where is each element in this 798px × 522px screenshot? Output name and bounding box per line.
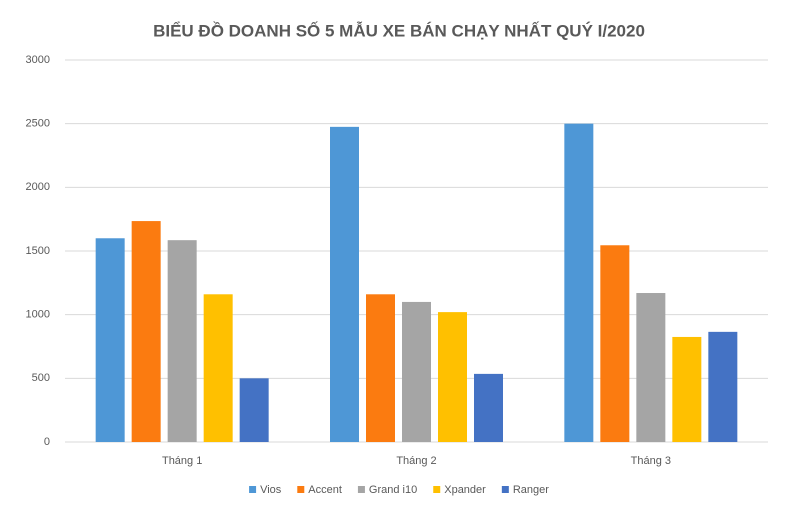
bar [708, 331, 738, 442]
y-tick-label: 2000 [26, 181, 50, 193]
bar [402, 301, 431, 442]
bar [564, 123, 594, 443]
legend-label: Grand i10 [369, 484, 417, 496]
y-tick-label: 2500 [26, 118, 50, 130]
y-tick-label: 1500 [26, 245, 50, 257]
x-tick-label: Tháng 2 [396, 455, 436, 467]
legend-swatch [249, 486, 257, 493]
legend-swatch [433, 486, 441, 493]
y-tick-label: 0 [44, 436, 50, 448]
bar [95, 238, 125, 442]
legend-swatch [501, 486, 509, 493]
bar [131, 221, 161, 442]
x-tick-label: Tháng 1 [162, 455, 202, 467]
legend-label: Vios [260, 484, 282, 496]
y-tick-label: 500 [32, 372, 50, 384]
legend-swatch [357, 486, 365, 493]
legend-label: Accent [308, 484, 342, 496]
bar [600, 245, 630, 442]
legend-label: Xpander [444, 484, 486, 496]
bar [203, 294, 233, 442]
chart-title: BIỂU ĐỒ DOANH SỐ 5 MẪU XE BÁN CHẠY NHẤT … [153, 20, 645, 40]
bar [366, 294, 395, 442]
legend-label: Ranger [513, 484, 549, 496]
bar [438, 312, 467, 442]
legend-swatch [297, 486, 305, 493]
y-tick-label: 3000 [26, 54, 50, 66]
x-tick-label: Tháng 3 [631, 455, 671, 467]
bar [474, 373, 503, 442]
y-tick-label: 1000 [26, 309, 50, 321]
bar [636, 293, 666, 442]
bar [330, 126, 359, 442]
bar [672, 336, 702, 442]
bar [239, 378, 269, 442]
bar [167, 240, 197, 442]
